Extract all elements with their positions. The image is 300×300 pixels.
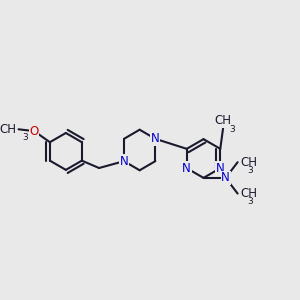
- Text: 3: 3: [229, 125, 235, 134]
- Text: N: N: [221, 171, 230, 184]
- Text: CH: CH: [0, 123, 16, 136]
- Text: CH: CH: [214, 114, 232, 128]
- Text: CH: CH: [240, 187, 257, 200]
- Text: O: O: [30, 124, 39, 138]
- Text: N: N: [120, 155, 128, 168]
- Text: N: N: [216, 162, 225, 175]
- Text: 3: 3: [22, 133, 28, 142]
- Text: 3: 3: [247, 197, 253, 206]
- Text: N: N: [182, 162, 191, 175]
- Text: 3: 3: [247, 166, 253, 175]
- Text: CH: CH: [240, 156, 257, 169]
- Text: N: N: [151, 132, 160, 145]
